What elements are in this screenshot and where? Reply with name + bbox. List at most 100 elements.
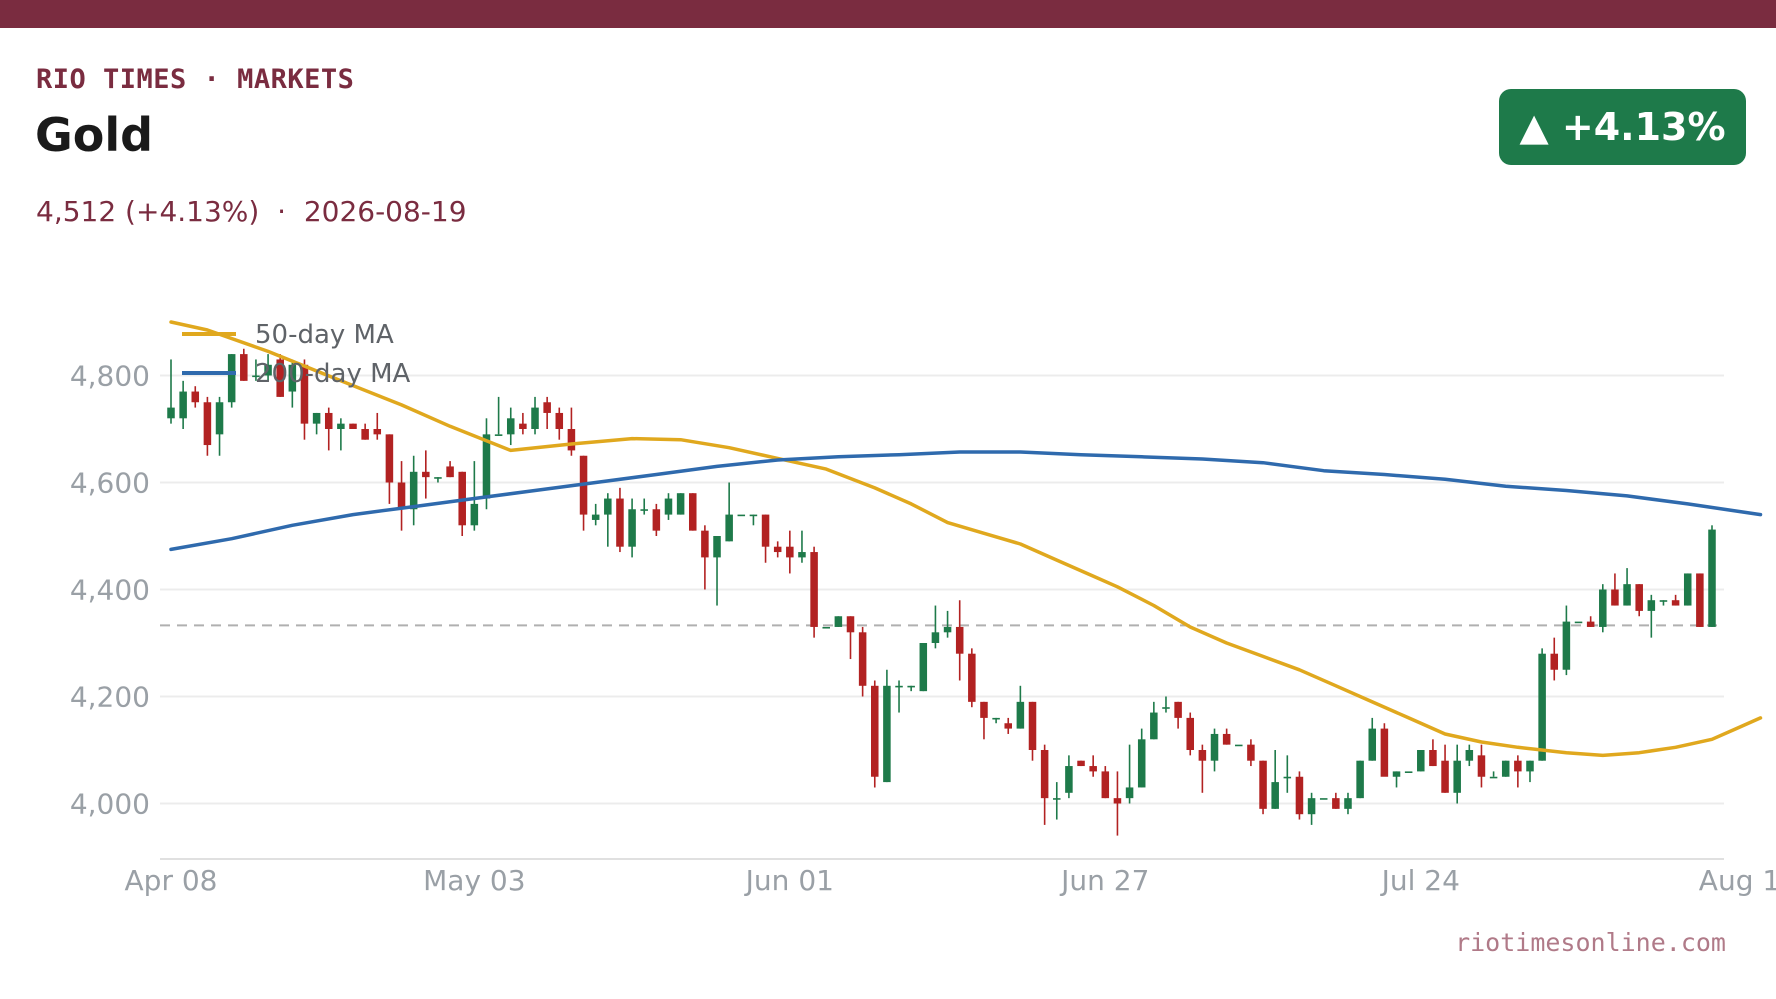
- candle-up: [919, 643, 928, 692]
- candle-body: [737, 514, 746, 517]
- candle-up: [506, 407, 515, 446]
- candle-body: [871, 685, 879, 777]
- candle-body: [919, 643, 928, 692]
- candle-up: [215, 396, 224, 456]
- candlesticks: [167, 348, 1716, 836]
- candle-down: [1586, 616, 1595, 627]
- x-tick-label: Jun 27: [1059, 864, 1149, 897]
- candle-body: [1659, 600, 1668, 602]
- candle-body: [725, 514, 733, 542]
- candle-up: [167, 359, 175, 424]
- candle-body: [895, 685, 903, 688]
- candle-body: [591, 514, 600, 520]
- candle-body: [519, 423, 527, 429]
- candle-up: [1404, 771, 1413, 773]
- candle-body: [1137, 739, 1146, 788]
- candle-down: [810, 546, 818, 638]
- candle-down: [1222, 728, 1231, 745]
- candle-down: [458, 471, 466, 536]
- candle-body: [252, 375, 260, 378]
- candle-up: [252, 359, 260, 381]
- candle-body: [1028, 701, 1037, 750]
- candle-up: [992, 717, 1000, 724]
- candle-up: [676, 493, 685, 515]
- candle-up: [1538, 648, 1546, 761]
- candle-up: [1162, 696, 1170, 713]
- candle-body: [264, 364, 272, 376]
- candle-down: [567, 407, 576, 456]
- candle-body: [409, 471, 418, 510]
- candle-down: [240, 348, 248, 381]
- candle-body: [1417, 750, 1425, 772]
- candle-body: [215, 402, 224, 435]
- candle-down: [1550, 637, 1559, 681]
- candle-up: [531, 396, 539, 435]
- candle-body: [227, 354, 236, 403]
- candle-body: [1708, 529, 1716, 627]
- candle-body: [1332, 798, 1340, 809]
- candle-up: [1465, 744, 1474, 767]
- candle-body: [1307, 798, 1316, 815]
- candle-down: [1441, 744, 1449, 793]
- ma50-line: [169, 320, 1763, 758]
- candle-body: [786, 546, 794, 558]
- candle-body: [1574, 621, 1583, 624]
- candle-body: [1441, 760, 1449, 793]
- candle-body: [1101, 771, 1110, 799]
- candle-body: [1344, 798, 1352, 809]
- candle-body: [713, 536, 721, 558]
- moving-average-lines: [169, 320, 1763, 758]
- candle-down: [616, 487, 624, 553]
- candle-body: [397, 482, 406, 510]
- legend: 50-day MA 200-day MA: [182, 320, 411, 389]
- grid-lines: [160, 374, 1724, 860]
- page-title: Gold: [35, 108, 154, 162]
- candle-body: [943, 626, 952, 633]
- candle-body: [858, 632, 867, 686]
- candle-body: [834, 616, 843, 627]
- candle-body: [1635, 584, 1643, 611]
- x-tick-label: May 03: [423, 864, 525, 897]
- candle-up: [227, 354, 236, 408]
- candle-up: [1574, 621, 1583, 624]
- candle-up: [798, 530, 806, 563]
- candle-up: [264, 354, 272, 381]
- candle-up: [737, 514, 746, 517]
- candle-up: [1599, 584, 1607, 633]
- candle-body: [1586, 621, 1595, 627]
- candle-body: [1404, 771, 1413, 773]
- candle-up: [713, 536, 721, 606]
- candle-down: [1671, 594, 1680, 606]
- candle-down: [191, 386, 200, 408]
- candle-body: [701, 530, 709, 558]
- candle-up: [628, 498, 636, 558]
- candle-up: [1307, 792, 1316, 825]
- candle-body: [543, 402, 551, 413]
- candle-body: [968, 653, 976, 702]
- candle-body: [883, 685, 891, 783]
- candle-up: [1125, 744, 1134, 804]
- candle-body: [1380, 728, 1389, 777]
- candle-body: [1174, 701, 1182, 718]
- candle-up: [312, 412, 321, 435]
- candle-up: [337, 418, 345, 451]
- candle-body: [1259, 760, 1267, 809]
- candle-down: [276, 354, 284, 397]
- x-tick-label: Apr 08: [125, 864, 218, 897]
- candle-down: [980, 701, 988, 740]
- candle-body: [1222, 733, 1231, 745]
- candle-up: [179, 380, 187, 429]
- candle-body: [846, 616, 855, 633]
- candle-body: [167, 407, 175, 419]
- candle-up: [1065, 755, 1073, 799]
- candle-down: [203, 396, 212, 456]
- candle-body: [1538, 653, 1546, 761]
- candle-body: [1271, 782, 1279, 809]
- candle-body: [373, 429, 382, 435]
- candle-up: [1235, 744, 1243, 747]
- candle-up: [664, 493, 673, 520]
- candle-down: [786, 530, 794, 574]
- candle-up: [1368, 717, 1377, 761]
- top-brand-bar: [0, 0, 1776, 28]
- y-tick-label: 4,800: [70, 360, 150, 393]
